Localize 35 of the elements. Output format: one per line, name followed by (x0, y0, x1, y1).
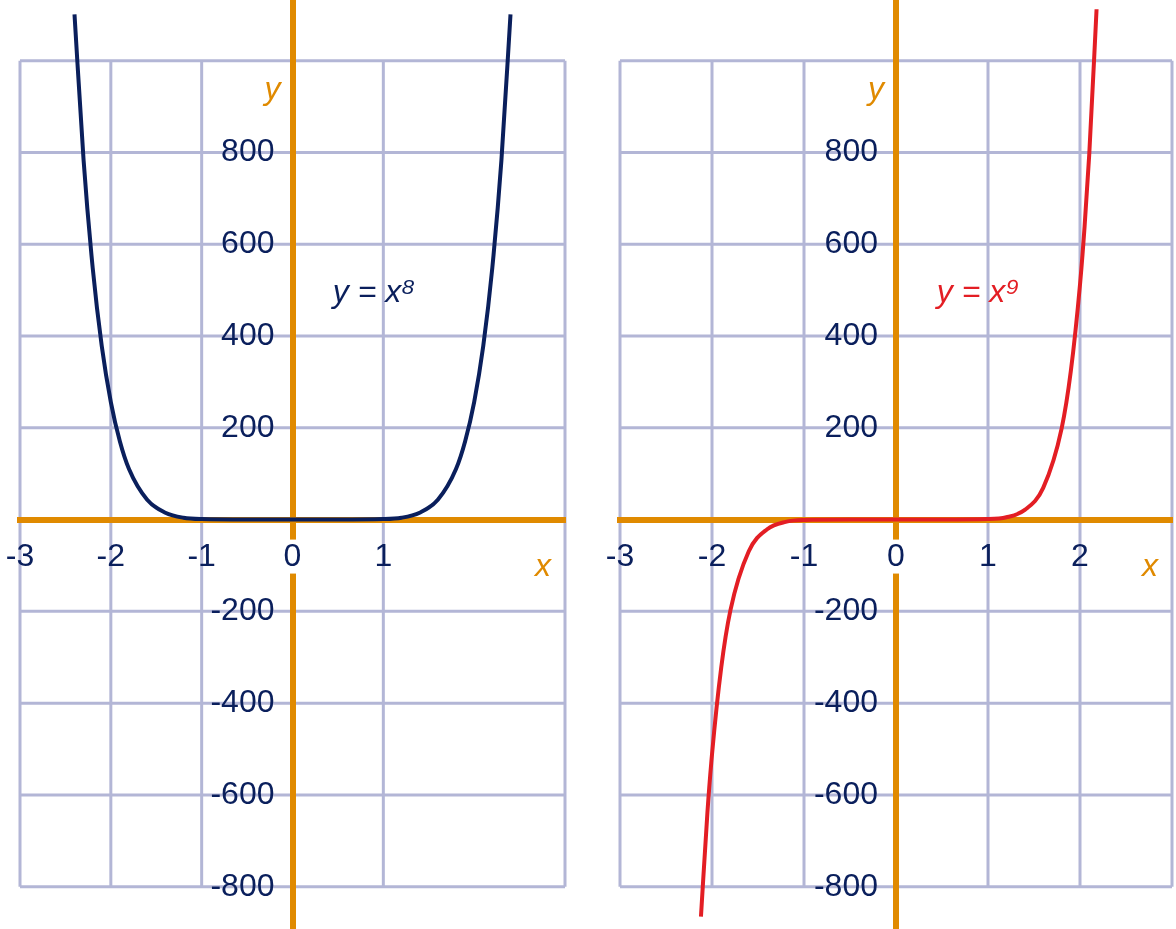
x-axis-title: x (533, 546, 552, 583)
x-tick-label: -3 (605, 537, 635, 574)
x-tick-label: 0 (283, 537, 302, 574)
x-tick-label: -1 (789, 537, 819, 574)
x-tick-label: 2 (1071, 537, 1089, 574)
y-axis-title: y (866, 69, 886, 106)
x-tick-label: -3 (5, 537, 35, 574)
x-tick-label: 1 (979, 537, 997, 574)
y-tick-label: -400 (813, 682, 878, 719)
x-tick-label: 1 (374, 537, 393, 574)
y-tick-label: 800 (824, 132, 878, 169)
y-tick-label: -200 (813, 591, 878, 628)
y-tick-label: 800 (221, 132, 275, 169)
y-tick-label: 200 (824, 407, 878, 444)
y-tick-label: -200 (210, 591, 275, 628)
y-tick-label: 200 (221, 407, 275, 444)
y-tick-label: -600 (813, 774, 878, 811)
y-tick-label: -400 (210, 682, 275, 719)
x-tick-label: -2 (697, 537, 727, 574)
x-tick-label: -2 (96, 537, 126, 574)
line-series (72, 12, 513, 522)
text: y = x⁸ (330, 273, 416, 310)
x-axis-title: x (1140, 546, 1159, 583)
x-tick-label: 0 (887, 537, 905, 574)
series-label: y = x⁹ (934, 273, 1020, 310)
y-tick-label: -800 (210, 866, 275, 903)
y-tick-label: 600 (221, 224, 275, 261)
y-tick-label: 600 (824, 224, 878, 261)
y-tick-label: 400 (221, 315, 275, 352)
y-tick-label: 400 (824, 315, 878, 352)
line-series (698, 7, 1099, 919)
x-tick-label: -1 (187, 537, 216, 574)
y-tick-label: -600 (210, 774, 275, 811)
y-tick-label: -800 (813, 866, 878, 903)
y-axis-title: y (262, 69, 283, 106)
